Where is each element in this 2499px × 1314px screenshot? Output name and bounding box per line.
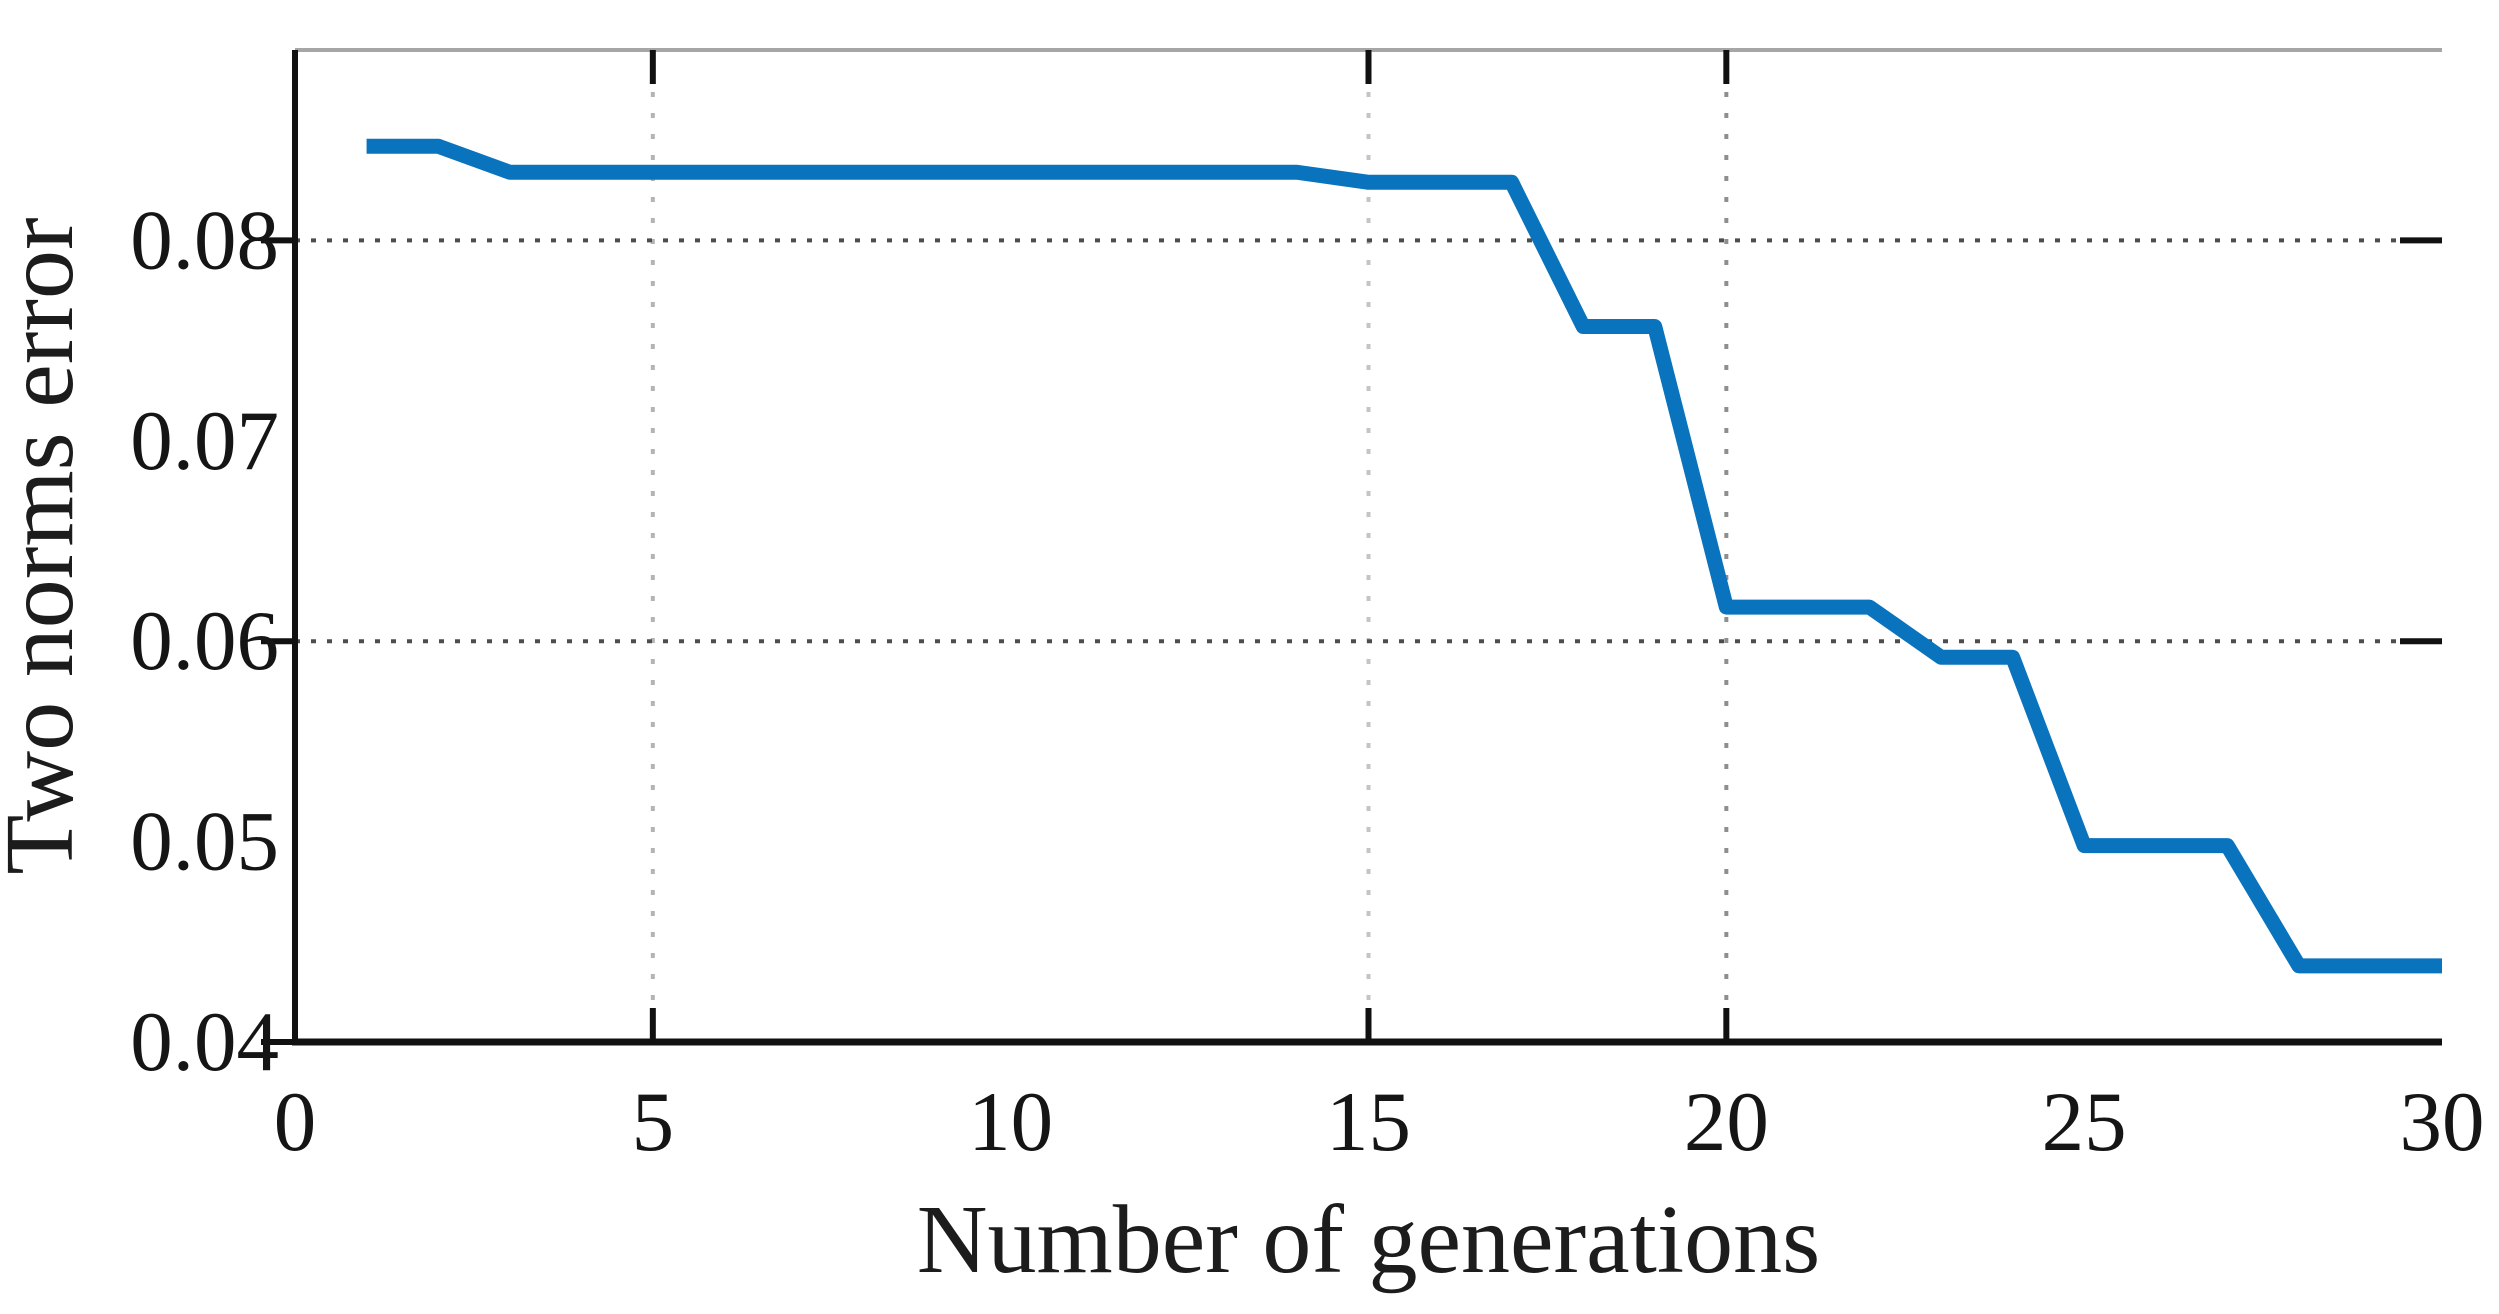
x-tick-label-20: 20 — [1684, 1075, 1769, 1169]
x-tick-label-25: 25 — [2042, 1075, 2127, 1169]
y-tick-label-0.07: 0.07 — [130, 394, 279, 488]
data-line-two-norms-error — [366, 138, 2442, 974]
tick-layer — [261, 50, 2442, 1045]
y-tick-label-0.06: 0.06 — [130, 594, 279, 688]
gridline-layer — [295, 50, 2442, 1042]
x-tick-label-15: 15 — [1326, 1075, 1411, 1169]
y-axis-title: Two norms error — [0, 217, 94, 874]
data-series-layer — [366, 138, 2442, 974]
x-tick-label-5: 5 — [632, 1075, 675, 1169]
x-tick-label-30: 30 — [2400, 1075, 2485, 1169]
x-tick-label-0: 0 — [274, 1075, 317, 1169]
y-tick-label-0.04: 0.04 — [130, 995, 279, 1089]
y-tick-label-0.05: 0.05 — [130, 795, 279, 889]
y-tick-label-0.08: 0.08 — [130, 193, 279, 287]
tick-label-layer: 0 5 10 15 20 25 30 0.04 0.05 0.06 0.07 0.08 — [130, 193, 2484, 1169]
x-axis-title: Number of generations — [917, 1186, 1821, 1294]
x-tick-label-10: 10 — [968, 1075, 1053, 1169]
